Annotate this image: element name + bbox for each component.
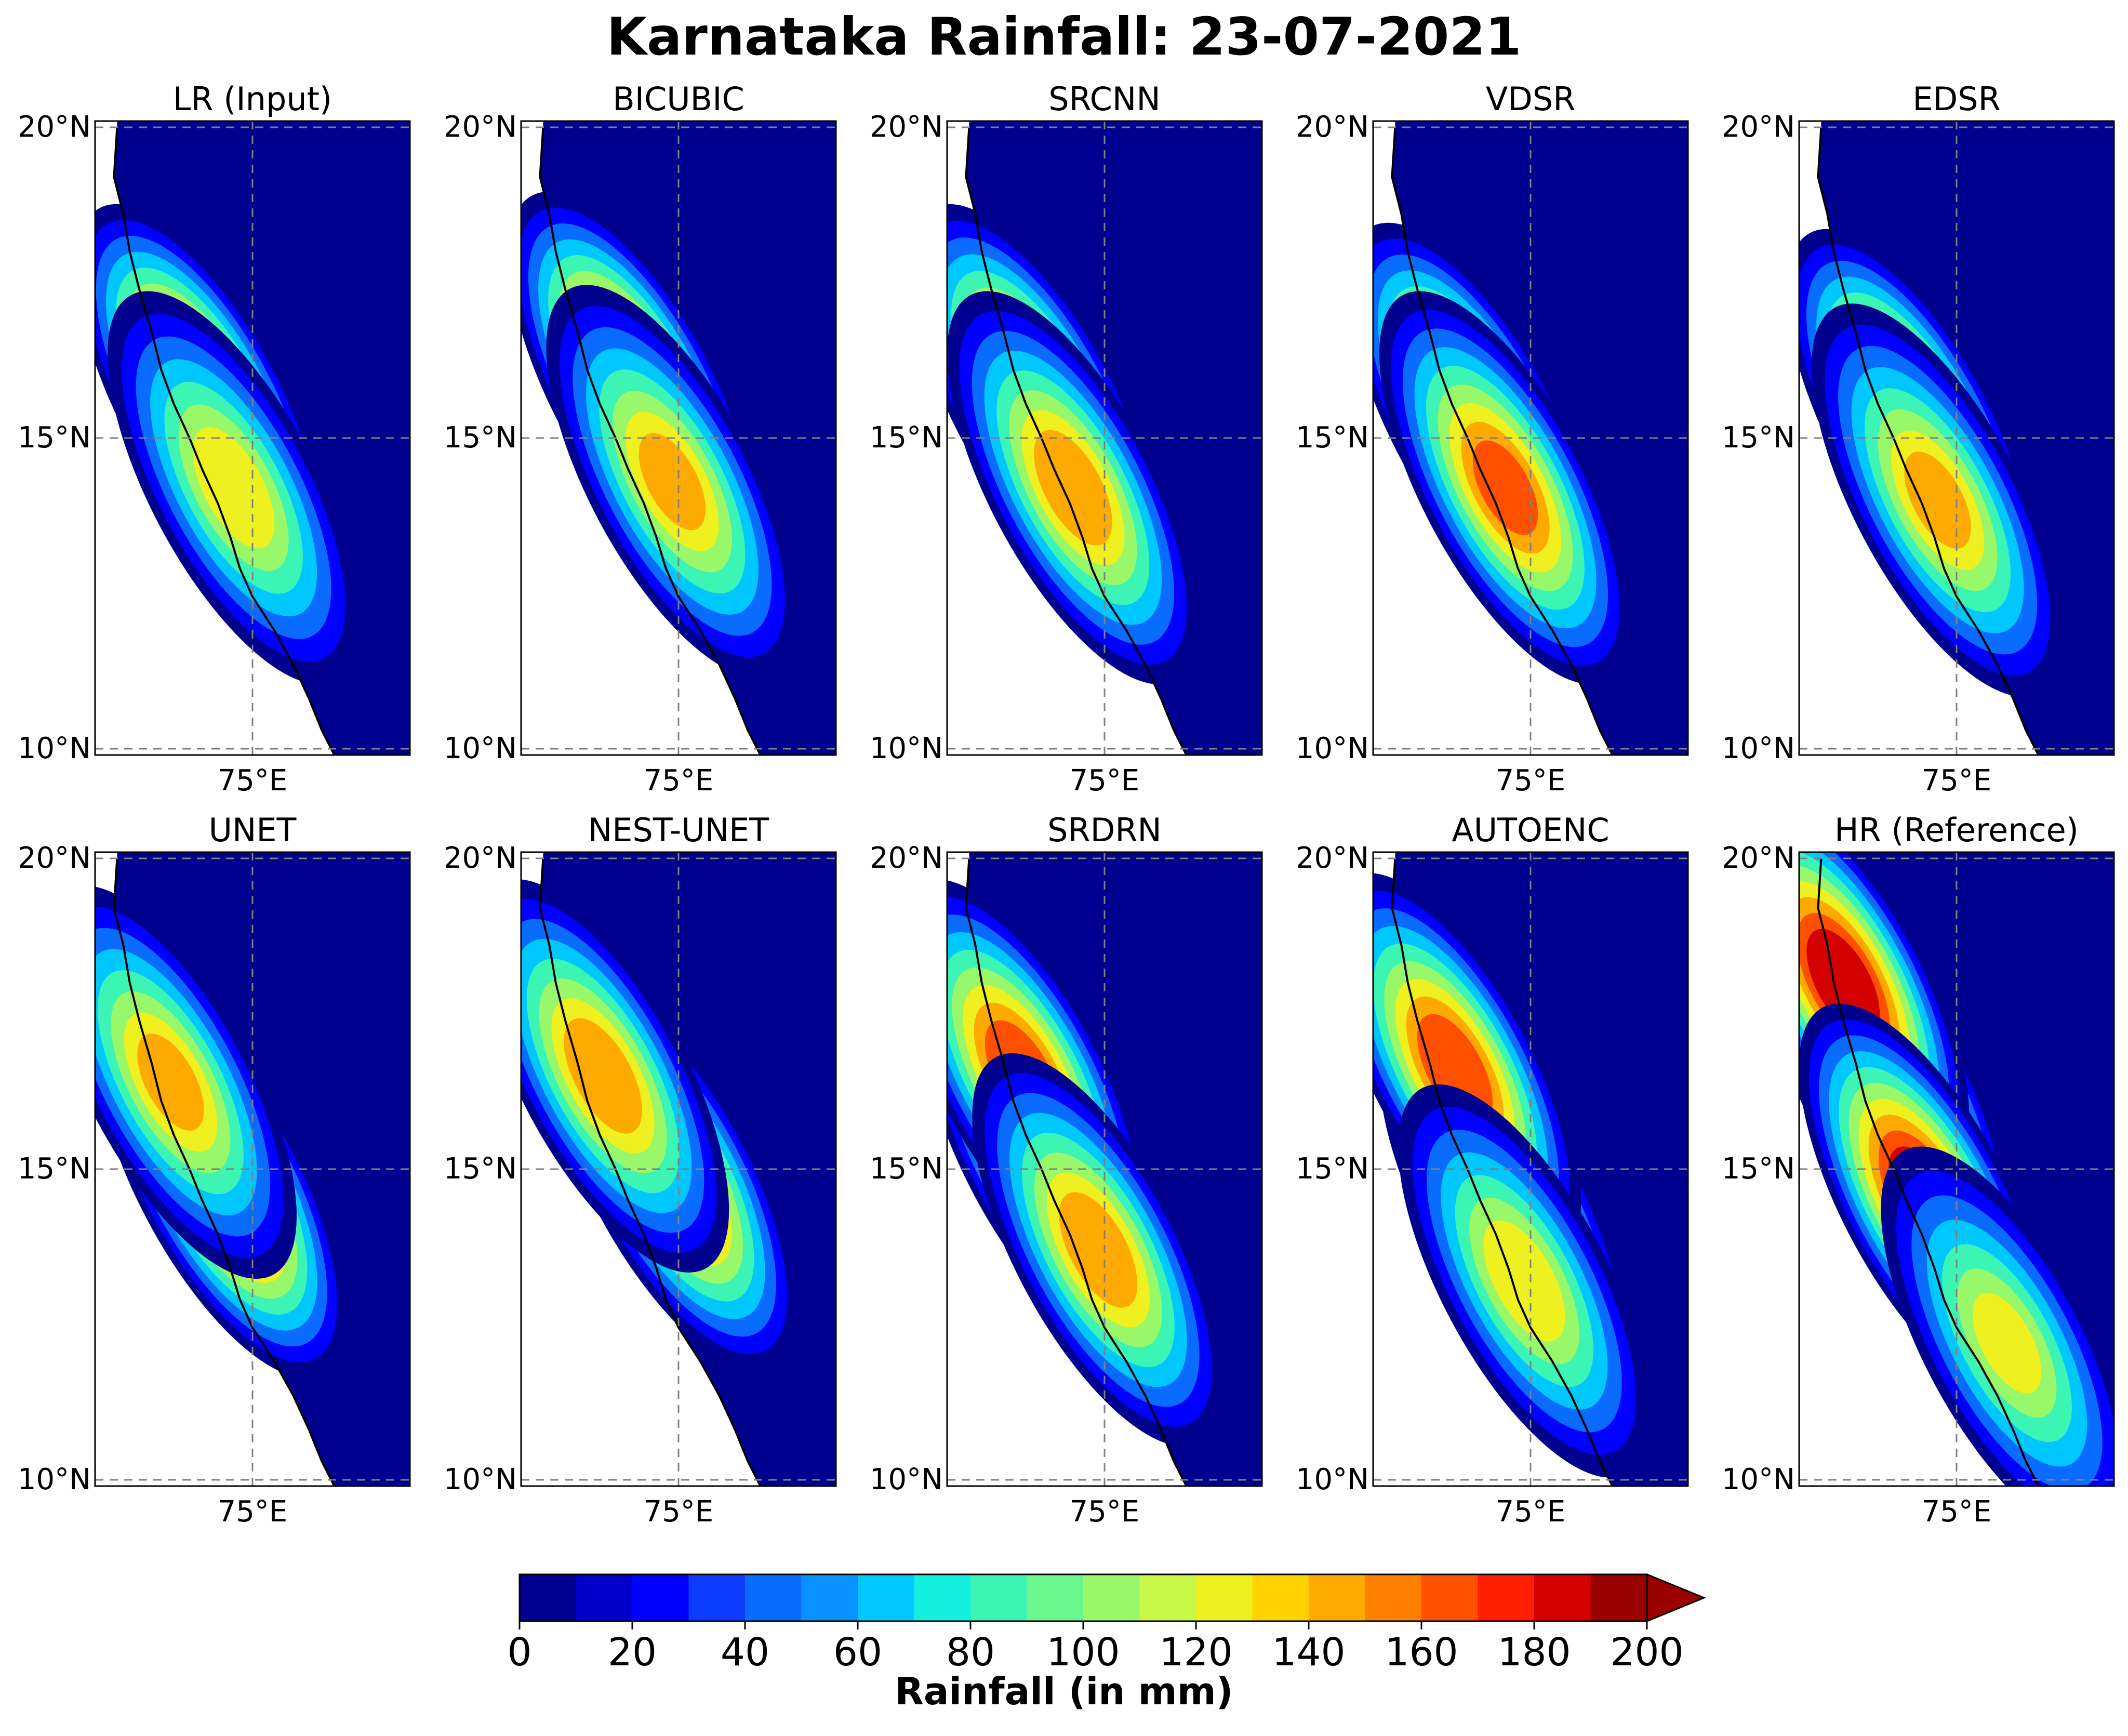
lat-tick-label: 10°N [849,732,943,765]
lat-tick-label: 15°N [1701,1152,1795,1186]
panel-title: UNET [95,810,410,851]
colorbar [520,1574,1704,1629]
lat-tick-label: 15°N [0,1152,91,1186]
lat-tick-label: 20°N [1701,111,1795,144]
lat-tick-label: 15°N [1275,1152,1369,1186]
lon-tick-label: 75°E [627,764,730,798]
panel-title: VDSR [1373,78,1688,120]
figure-title: Karnataka Rainfall: 23-07-2021 [0,3,2128,71]
lat-tick-label: 10°N [1275,732,1369,765]
lat-tick-label: 15°N [849,1152,943,1186]
lat-tick-label: 10°N [423,732,517,765]
lat-tick-label: 15°N [0,421,91,455]
lon-tick-label: 75°E [1905,764,2009,798]
lat-tick-label: 20°N [423,111,517,144]
colorbar-extend-arrow [1647,1574,1704,1621]
colorbar-bin [576,1574,633,1621]
colorbar-bin [1421,1574,1478,1621]
colorbar-bin [1591,1574,1647,1621]
lat-tick-label: 20°N [0,842,91,875]
panel-title: EDSR [1799,78,2114,120]
lon-tick-label: 75°E [1479,764,1582,798]
panel-title: SRDRN [947,810,1262,851]
colorbar-label: Rainfall (in mm) [0,1668,2128,1715]
lon-tick-label: 75°E [1479,1495,1582,1529]
lat-tick-label: 15°N [1275,421,1369,455]
lon-tick-label: 75°E [1905,1495,2009,1529]
colorbar-bin [1196,1574,1253,1621]
lat-tick-label: 15°N [849,421,943,455]
colorbar-bin [689,1574,746,1621]
lat-tick-label: 15°N [1701,421,1795,455]
lat-tick-label: 20°N [849,111,943,144]
colorbar-bin [1140,1574,1196,1621]
colorbar-bin [914,1574,971,1621]
lon-tick-label: 75°E [201,1495,304,1529]
panel-2 [459,121,848,755]
colorbar-bin [1253,1574,1309,1621]
colorbar-bin [1027,1574,1084,1621]
panel-title: NEST-UNET [521,810,836,851]
panel-title: LR (Input) [95,78,410,120]
lat-tick-label: 15°N [423,421,517,455]
lon-tick-label: 75°E [627,1495,730,1529]
lat-tick-label: 20°N [849,842,943,875]
colorbar-bin [970,1574,1027,1621]
colorbar-bin [858,1574,914,1621]
colorbar-bin [1309,1574,1365,1621]
lon-tick-label: 75°E [1053,1495,1156,1529]
colorbar-bin [1478,1574,1535,1621]
panel-title: HR (Reference) [1799,810,2114,851]
lat-tick-label: 10°N [1701,1463,1795,1496]
lon-tick-label: 75°E [201,764,304,798]
lat-tick-label: 20°N [1275,842,1369,875]
panel-title: BICUBIC [521,78,836,120]
panel-title: AUTOENC [1373,810,1688,851]
lat-tick-label: 20°N [1275,111,1369,144]
colorbar-bin [520,1574,576,1621]
colorbar-bin [802,1574,858,1621]
panel-title: SRCNN [947,78,1262,120]
colorbar-bin [1534,1574,1591,1621]
lon-tick-label: 75°E [1053,764,1156,798]
lat-tick-label: 10°N [1275,1463,1369,1496]
colorbar-bin [1365,1574,1422,1621]
lat-tick-label: 10°N [849,1463,943,1496]
lat-tick-label: 20°N [1701,842,1795,875]
lat-tick-label: 20°N [0,111,91,144]
colorbar-bin [632,1574,689,1621]
lat-tick-label: 10°N [0,1463,91,1496]
lat-tick-label: 10°N [1701,732,1795,765]
lat-tick-label: 10°N [0,732,91,765]
lat-tick-label: 10°N [423,1463,517,1496]
lat-tick-label: 20°N [423,842,517,875]
lat-tick-label: 15°N [423,1152,517,1186]
colorbar-bin [745,1574,802,1621]
colorbar-bin [1083,1574,1140,1621]
